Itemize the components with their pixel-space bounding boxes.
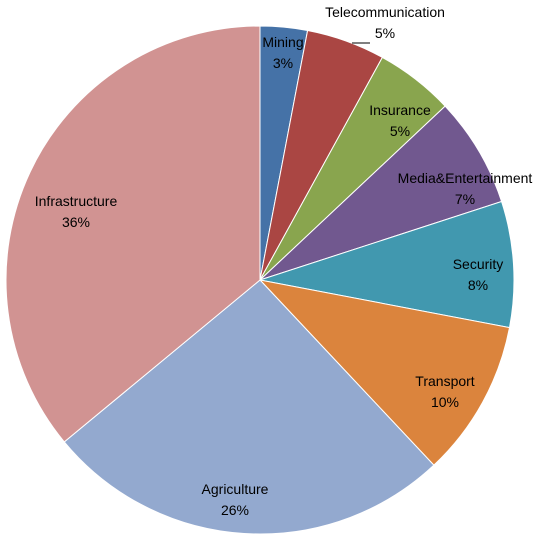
slice-transport (258, 279, 511, 466)
slice-percent-label: 36% (62, 214, 90, 230)
slice-percent-label: 3% (273, 55, 293, 71)
slice-label: Security (453, 256, 504, 272)
slice-percent-label: 10% (431, 394, 459, 410)
data-labels: Mining 3% Telecommunication 5% Insurance 5% Me… (35, 4, 533, 518)
slice-label: Infrastructure (35, 193, 118, 209)
slice-percent-label: 5% (375, 25, 395, 41)
slice-label: Telecommunication (325, 4, 445, 20)
slice-media-entertainment (259, 105, 503, 281)
slice-agriculture (63, 279, 435, 535)
slice-percent-label: 8% (468, 277, 488, 293)
slice-infrastructure (5, 25, 261, 443)
pie-slices (5, 25, 515, 535)
slice-security (259, 200, 515, 329)
slice-percent-label: 5% (390, 123, 410, 139)
slice-percent-label: 7% (455, 191, 475, 207)
slice-label: Mining (262, 34, 303, 50)
slice-label: Insurance (369, 102, 431, 118)
slice-label: Media&Entertainment (398, 170, 533, 186)
slice-label: Transport (415, 373, 475, 389)
slice-label: Agriculture (202, 481, 269, 497)
slice-percent-label: 26% (221, 502, 249, 518)
